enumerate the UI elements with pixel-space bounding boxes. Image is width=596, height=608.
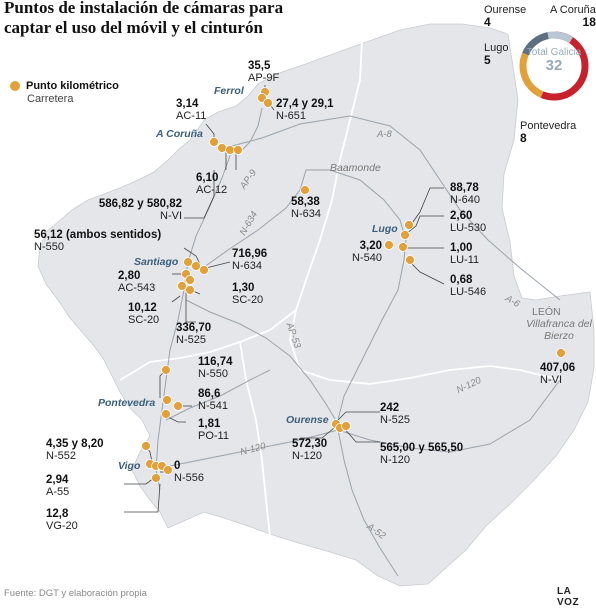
km-marker <box>556 348 566 358</box>
km-label: 407,06 N-VI <box>540 362 576 386</box>
km-label: 58,38 N-634 <box>291 196 321 220</box>
galicia-landmass <box>37 23 595 587</box>
km-label: 2,60 LU-530 <box>450 210 487 234</box>
km-marker <box>191 261 201 271</box>
km-marker <box>199 265 209 275</box>
place-label-baamonde: Baamonde <box>330 162 381 174</box>
km-marker <box>398 242 408 252</box>
city-label-ferrol: Ferrol <box>214 85 244 97</box>
km-marker <box>161 365 171 375</box>
donut-center: Total Galicia 32 <box>520 47 588 74</box>
km-label: 0,68 LU-546 <box>450 274 487 298</box>
km-marker <box>405 255 415 265</box>
donut-label-ourense: Ourense 4 <box>484 4 527 29</box>
km-label: 12,8 VG-20 <box>46 508 78 532</box>
donut-label-pontevedra: Pontevedra 8 <box>520 120 577 145</box>
km-marker <box>233 145 243 155</box>
km-label: 6,10 AC-12 <box>196 172 228 196</box>
map-title: Puntos de instalación de cámaras para ca… <box>4 0 284 37</box>
km-label: 586,82 y 580,82 N-VI <box>98 198 182 222</box>
km-label: 1,30 SC-20 <box>232 282 264 306</box>
legend: Punto kilométrico Carretera <box>10 80 119 106</box>
km-marker <box>185 285 195 295</box>
km-marker <box>217 143 227 153</box>
place-label-villafranca: Villafranca del Bierzo <box>526 318 592 342</box>
km-label: 10,12 SC-20 <box>128 302 160 326</box>
province-donut <box>519 31 589 101</box>
km-marker <box>173 401 183 411</box>
city-label-a-coruna: A Coruña <box>156 128 203 140</box>
city-label-vigo: Vigo <box>118 460 141 472</box>
place-label-leon: LEÓN <box>532 306 561 318</box>
km-marker <box>400 230 410 240</box>
km-label: 4,35 y 8,20 N-552 <box>46 438 104 462</box>
km-marker <box>161 409 171 419</box>
km-marker <box>163 465 173 475</box>
km-marker <box>185 275 195 285</box>
km-label: 1,81 PO-11 <box>198 418 229 442</box>
km-label: 116,74 N-550 <box>198 356 233 380</box>
donut-total-value: 32 <box>545 57 563 74</box>
km-label: 86,6 N-541 <box>198 388 228 412</box>
legend-marker-dot <box>10 81 20 92</box>
road-label-a8: A-8 <box>377 129 392 140</box>
km-marker <box>141 441 151 451</box>
km-label: 242 N-525 <box>380 402 410 426</box>
km-label: 0 N-556 <box>174 460 204 484</box>
km-label: 716,96 N-634 <box>232 248 268 272</box>
km-marker <box>300 185 310 195</box>
donut-label-lugo: Lugo 5 <box>484 42 509 67</box>
publisher-brand: LA VOZ <box>557 586 580 608</box>
km-marker <box>183 257 193 267</box>
km-marker <box>177 281 187 291</box>
km-label: 3,20 N-540 <box>352 240 382 264</box>
province-borders <box>119 39 561 537</box>
km-label: 2,94 A-55 <box>46 474 70 498</box>
km-marker <box>263 98 273 108</box>
legend-road-label: Carretera <box>27 93 74 105</box>
km-marker <box>404 220 414 230</box>
city-label-ourense: Ourense <box>286 414 329 426</box>
km-label: 565,00 y 565,50 N-120 <box>380 442 464 466</box>
km-label: 336,70 N-525 <box>176 322 212 346</box>
km-marker <box>209 137 219 147</box>
km-label: 35,5 AP-9F <box>248 60 280 84</box>
km-label: 88,78 N-640 <box>450 182 480 206</box>
km-label: 572,30 N-120 <box>292 438 328 462</box>
km-markers <box>141 87 566 483</box>
km-label: 1,00 LU-11 <box>450 242 480 266</box>
km-marker <box>384 240 394 250</box>
donut-label-a-coruna: A Coruña 18 <box>550 4 596 29</box>
city-label-lugo: Lugo <box>372 223 398 235</box>
km-label: 27,4 y 29,1 N-651 <box>276 98 334 122</box>
km-marker <box>151 473 161 483</box>
km-label: 56,12 (ambos sentidos) N-550 <box>34 229 162 253</box>
km-marker <box>162 395 172 405</box>
source-note: Fuente: DGT y elaboración propia <box>4 588 147 599</box>
km-marker <box>341 421 351 431</box>
city-label-pontevedra: Pontevedra <box>98 397 156 409</box>
donut-total-label: Total Galicia <box>526 47 582 58</box>
km-label: 2,80 AC-543 <box>118 270 156 294</box>
donut-segment-ourense <box>519 31 589 101</box>
city-label-santiago: Santiago <box>134 256 179 268</box>
donut-segment-pontevedra <box>519 31 589 101</box>
km-label: 3,14 AC-11 <box>176 98 207 122</box>
legend-marker-label: Punto kilométrico <box>26 80 119 92</box>
